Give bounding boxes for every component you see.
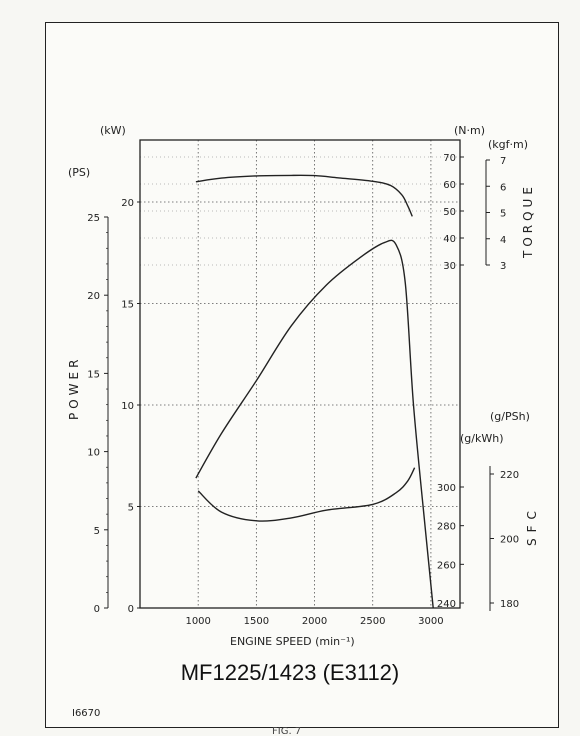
gpsh-tick-label: 220 [500,470,519,481]
ps-tick-label: 20 [87,291,100,302]
nm-tick-label: 60 [443,180,456,191]
ps-tick-label: 0 [94,604,100,615]
sfc-unit-gkwh: (g/kWh) [460,432,504,445]
torque-axis-label: TORQUE [521,183,535,259]
power-unit-ps: (PS) [68,166,90,179]
grid [140,140,460,608]
kgfm-tick-label: 7 [500,156,506,167]
nm-tick-label: 50 [443,207,456,218]
torque-unit-kgfm: (kgf·m) [488,138,528,151]
plot-area-border [139,139,461,609]
x-tick-label: 2000 [302,616,327,627]
model-caption: MF1225/1423 (E3112) [180,660,400,685]
gkwh-tick-label: 300 [437,483,456,494]
power-curve [195,239,434,609]
gkwh-tick-label: 260 [437,560,456,571]
ps-tick-label: 5 [94,526,100,537]
kgfm-tick-label: 6 [500,182,506,193]
figure-number: FIG. 7 [272,726,302,737]
nm-tick-label: 40 [443,234,456,245]
gpsh-tick-label: 200 [500,535,519,546]
kgfm-tick-label: 3 [500,261,506,272]
kw-tick-label: 5 [128,503,134,514]
torque-unit-nm: (N·m) [454,124,485,137]
nm-tick-label: 70 [443,153,456,164]
ps-tick-label: 25 [87,213,100,224]
kgfm-tick-label: 4 [500,235,506,246]
document-number: I6670 [72,708,101,719]
x-tick-label: 1000 [185,616,210,627]
ps-tick-label: 15 [87,369,100,380]
gpsh-tick-label: 180 [500,599,519,610]
kw-tick-label: 0 [128,604,134,615]
x-axis-label: ENGINE SPEED (min⁻¹) [230,635,355,648]
x-tick-label: 3000 [418,616,443,627]
sfc-axis-label: SFC [525,505,539,546]
x-tick-label: 2500 [360,616,385,627]
kw-tick-label: 20 [121,198,134,209]
gkwh-tick-label: 240 [437,599,456,610]
sfc-unit-gpsh: (g/PSh) [490,410,530,423]
x-tick-label: 1500 [244,616,269,627]
power-axis-label: POWER [67,356,81,420]
kw-tick-label: 10 [121,401,134,412]
tick-labels: 1000 1500 2000 2500 300005101520051015202530… [87,153,519,627]
plot-border [139,139,461,609]
nm-tick-label: 30 [443,261,456,272]
kw-tick-label: 15 [121,300,134,311]
torque-curve [195,174,413,217]
ps-tick-label: 10 [87,448,100,459]
power-unit-kw: (kW) [100,124,126,137]
sfc-curve [197,467,416,522]
kgfm-tick-label: 5 [500,209,506,220]
gkwh-tick-label: 280 [437,522,456,533]
series-layer [195,174,434,609]
